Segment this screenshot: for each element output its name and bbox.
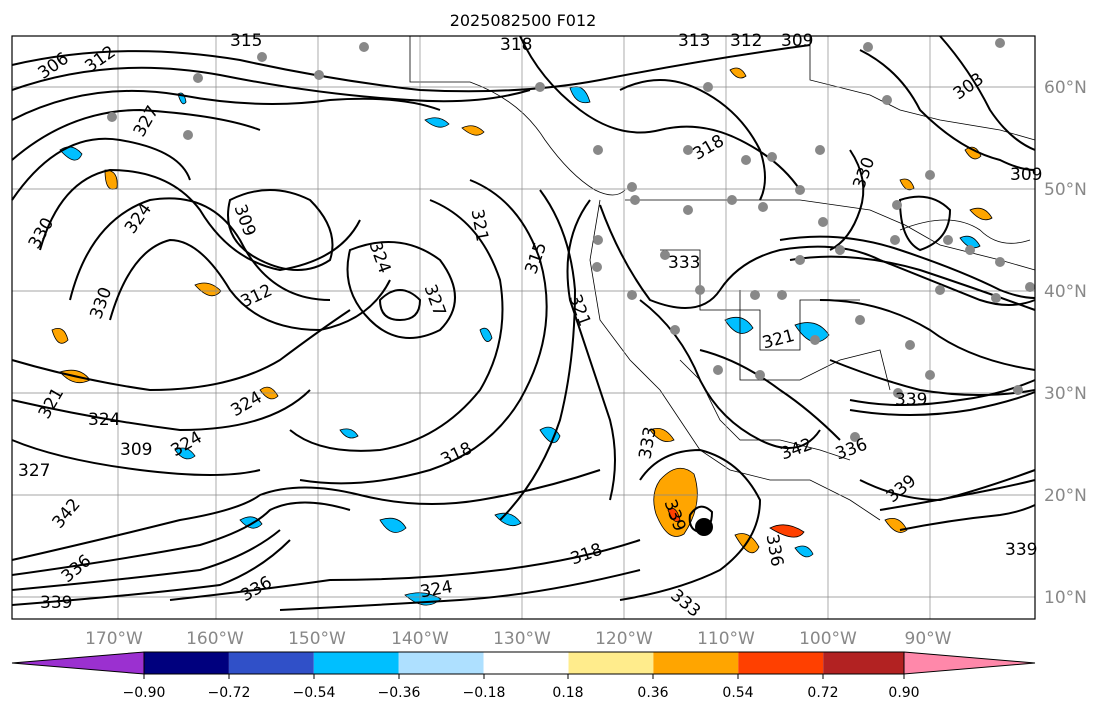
colorbar-extend-left (11, 651, 145, 675)
contour-label: 309 (120, 440, 152, 460)
colorbar-extend-right (903, 651, 1036, 675)
orange-patch (51, 327, 69, 344)
contour-label: 312 (730, 31, 762, 51)
lon-label: 130°W (493, 629, 551, 649)
lon-label: 100°W (799, 629, 857, 649)
contour-label: 309 (1010, 165, 1042, 185)
lat-label: 50°N (1044, 180, 1087, 200)
blue-patch (539, 426, 561, 444)
colorbar-tick: 0.54 (722, 685, 753, 701)
contours (11, 35, 1036, 611)
longitude-labels: 170°W 160°W 150°W 140°W 130°W 120°W 110°… (85, 629, 952, 649)
contour-label: 313 (678, 31, 710, 51)
lon-label: 160°W (186, 629, 244, 649)
shaded-field (51, 67, 993, 606)
colorbar-segment (144, 652, 229, 674)
colorbar: −0.90 −0.72 −0.54 −0.36 −0.18 0.18 0.36 … (11, 651, 1036, 701)
lon-label: 90°W (905, 629, 952, 649)
colorbar-segment (483, 652, 569, 674)
colorbar-segment (823, 652, 904, 674)
orange-patch (653, 467, 698, 537)
blue-patch (174, 447, 196, 460)
orange-patch (729, 67, 747, 79)
map-frame (11, 35, 1036, 620)
contour-label: 333 (668, 253, 700, 273)
latitude-labels: 60°N 50°N 40°N 30°N 20°N 10°N (1044, 78, 1087, 608)
contour-label: 309 (781, 31, 813, 51)
colorbar-tick: 0.36 (637, 685, 668, 701)
lon-label: 170°W (85, 629, 143, 649)
orange-patch (969, 207, 993, 221)
lon-label: 150°W (288, 629, 346, 649)
colorbar-segment (653, 652, 739, 674)
colorbar-segment (568, 652, 654, 674)
colorbar-segment (398, 652, 484, 674)
orange-patch (649, 427, 675, 443)
blue-patch (794, 545, 814, 558)
colorbar-tick: −0.90 (123, 685, 166, 701)
orange-patch (899, 178, 915, 191)
blue-patch (494, 512, 522, 527)
blue-patch (479, 327, 493, 342)
colorbar-tick: −0.18 (463, 685, 506, 701)
blue-patch (339, 428, 359, 439)
station-markers (107, 38, 1035, 442)
blue-patch (794, 322, 830, 343)
colorbar-tick: 0.72 (807, 685, 838, 701)
figure-title: 2025082500 F012 (450, 11, 597, 30)
contour-label: 315 (230, 31, 262, 51)
colorbar-tick: −0.72 (208, 685, 251, 701)
storm-center-marker (695, 518, 713, 536)
contour-label: 339 (895, 390, 927, 410)
blue-patch (424, 117, 450, 128)
orange-patch (104, 169, 118, 190)
lat-label: 40°N (1044, 282, 1087, 302)
lat-label: 30°N (1044, 384, 1087, 404)
colorbar-tick: 0.90 (888, 685, 919, 701)
colorbar-segment (738, 652, 824, 674)
orange-patch (964, 146, 982, 160)
lat-label: 20°N (1044, 486, 1087, 506)
lon-label: 110°W (697, 629, 755, 649)
contour-label: 339 (40, 593, 72, 613)
colorbar-segment (228, 652, 314, 674)
lon-label: 140°W (391, 629, 449, 649)
lat-label: 10°N (1044, 588, 1087, 608)
orange-patch (461, 125, 485, 136)
colorbar-frame (143, 651, 905, 675)
colorbar-tick: 0.18 (552, 685, 583, 701)
blue-patch (379, 517, 407, 533)
red-patch (769, 524, 805, 538)
contour-label: 327 (18, 461, 50, 481)
red-patch (667, 507, 681, 523)
contour-label: 318 (500, 35, 532, 55)
blue-patch (724, 316, 754, 334)
colorbar-segment (313, 652, 399, 674)
lon-label: 120°W (595, 629, 653, 649)
map-panel: 306 312 315 318 313 312 309 303 309 318 … (11, 31, 1042, 622)
colorbar-tick: −0.54 (293, 685, 336, 701)
lat-label: 60°N (1044, 78, 1087, 98)
map-background (12, 36, 1035, 619)
colorbar-tick: −0.36 (378, 685, 421, 701)
contour-label: 339 (1005, 540, 1037, 560)
blue-patch (959, 235, 981, 249)
contour-label: 324 (88, 410, 120, 430)
